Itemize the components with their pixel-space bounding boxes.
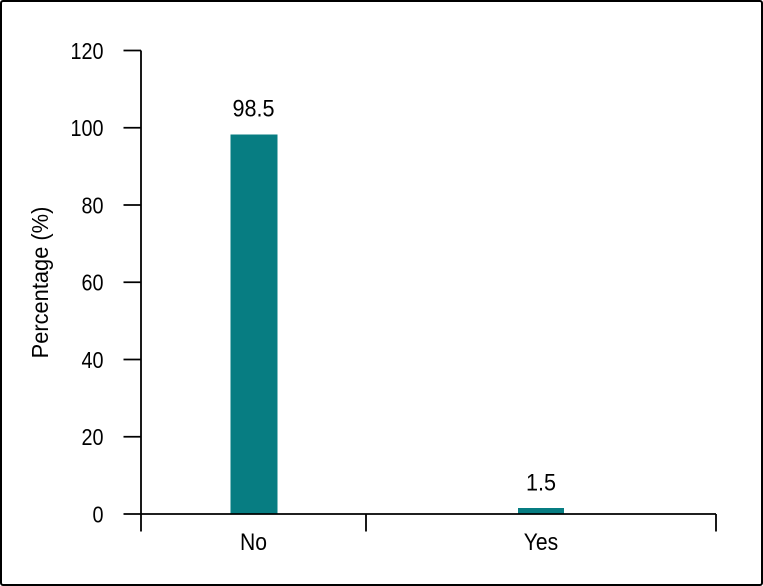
svg-text:1.5: 1.5 — [526, 469, 556, 496]
svg-text:60: 60 — [81, 270, 103, 296]
svg-text:Percentage (%): Percentage (%) — [27, 207, 53, 359]
svg-text:0: 0 — [92, 502, 103, 528]
svg-text:80: 80 — [81, 193, 103, 219]
svg-text:20: 20 — [81, 425, 103, 451]
svg-text:No: No — [240, 529, 267, 556]
svg-text:120: 120 — [71, 38, 104, 64]
svg-text:100: 100 — [71, 116, 104, 142]
svg-text:Yes: Yes — [524, 529, 558, 556]
svg-text:98.5: 98.5 — [232, 94, 274, 121]
svg-text:40: 40 — [81, 347, 103, 373]
